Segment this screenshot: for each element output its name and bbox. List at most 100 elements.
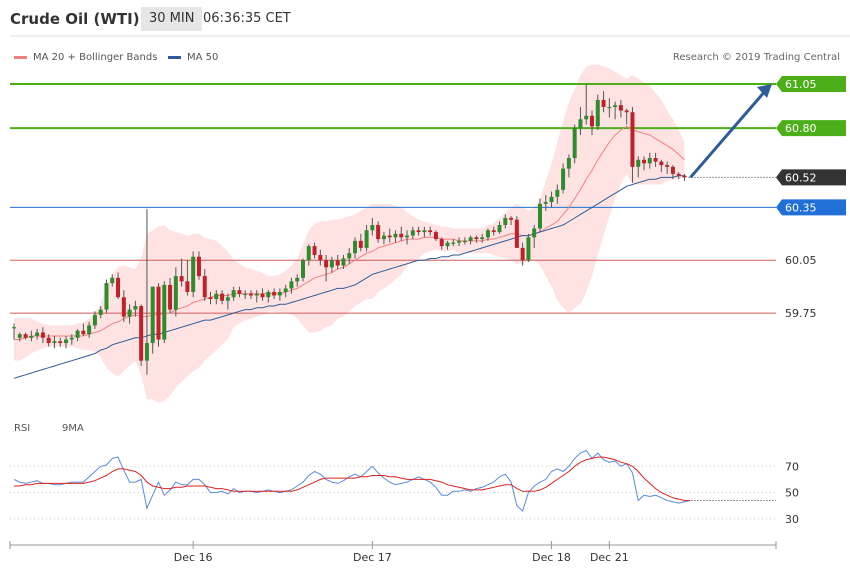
candle [116,272,121,299]
candle-body [590,115,594,127]
candle [480,233,485,243]
legend-ma50-label: MA 50 [187,52,219,63]
candle [543,195,548,211]
forecast-arrow-head [757,84,772,99]
candle-body [58,341,63,344]
research-credit: Research © 2019 Trading Central [672,52,840,63]
candle [191,251,196,298]
candle-body [40,332,45,338]
forecast-arrow-line [689,89,768,179]
candle [509,216,514,225]
ma50-line [13,175,685,379]
candle [537,198,542,233]
legend-ma20-label: MA 20 + Bollinger Bands [33,52,158,63]
candle [497,221,502,234]
candle [532,225,537,248]
candle [595,94,600,130]
candle-body [301,260,305,278]
candle-body [480,237,485,240]
candle [312,242,317,259]
time-tick-label: Dec 21 [590,551,629,564]
candle-body [214,293,219,299]
candle-body [353,240,358,254]
candle-body [260,293,265,298]
candle [630,106,635,183]
candle [462,237,467,245]
candle [665,161,670,174]
candle-body [555,189,560,197]
candle [324,254,329,282]
candle [514,216,519,248]
candle [185,260,190,296]
candle-body [144,343,149,361]
legend-ma50: MA 50 [168,52,218,63]
candle [225,293,230,310]
candle-body [572,128,577,159]
candle [266,290,271,303]
candle-body [561,168,566,190]
candle [46,334,51,347]
candle [670,165,675,180]
candle [590,110,594,136]
candle [329,256,334,273]
candle [295,274,300,287]
candle-body [381,235,386,240]
candle-body [682,175,687,178]
price-tag-text: 60.80 [785,122,817,135]
candle-body [23,334,28,338]
candle-body [526,237,531,261]
candle [179,258,184,287]
candle [457,237,462,247]
candle-body [399,233,404,238]
candle-body [139,306,144,361]
price-tag-60-05: 60.05 [785,254,817,267]
price-tag-text: 60.05 [785,254,817,267]
rsi-tick-50: 50 [785,487,799,500]
candle-body [393,233,398,238]
candle [150,286,155,354]
candle-body [87,325,92,335]
candle-body [445,242,450,247]
candle [393,230,398,243]
rsi-tick-70: 70 [785,460,799,473]
candle [156,283,161,347]
candle-body [549,196,554,203]
candle-body [46,337,51,344]
interval-badge[interactable]: 30 MIN [141,7,203,31]
candle [566,154,571,178]
candle-body [329,260,334,268]
candle [439,237,444,250]
candle-body [624,110,629,113]
candle [144,209,149,375]
candle [370,217,375,236]
price-tag-text: 61.05 [785,78,817,91]
candle-body [532,228,537,238]
candle-body [64,339,69,344]
price-tag-box [776,120,846,137]
candle [81,323,86,336]
candle [58,337,63,347]
candle [526,233,531,262]
candle [659,159,664,173]
candle [636,156,641,178]
candle-body [202,276,207,298]
candle-body [162,284,167,340]
candle-body [676,173,681,176]
candle [23,332,28,340]
candle-body [607,106,612,109]
candle-body [410,230,415,236]
rsi-tick-30: 30 [785,513,799,526]
candle-body [196,256,201,277]
candle [92,311,97,329]
candle-body [451,242,456,244]
candle-body [613,105,618,107]
candle [520,242,525,266]
candle-body [474,237,479,240]
candle-body [168,284,173,310]
candle-body [208,297,213,299]
candle-body [98,309,103,315]
candle-body [156,286,161,340]
time-tick-label: Dec 16 [174,551,213,564]
candle [491,226,496,236]
